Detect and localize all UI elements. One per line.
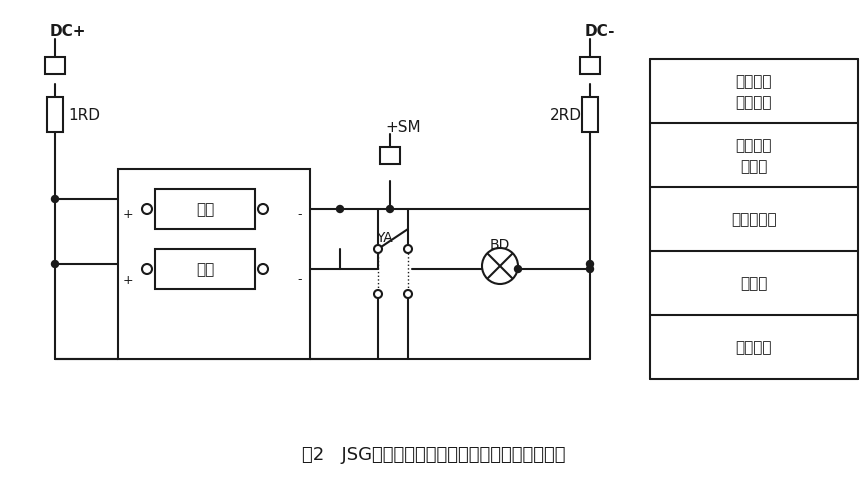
Circle shape <box>374 290 382 298</box>
Text: -: - <box>298 208 302 221</box>
Bar <box>45 58 65 75</box>
Text: +: + <box>122 273 134 286</box>
Circle shape <box>142 264 152 274</box>
Bar <box>118 170 310 359</box>
Bar <box>155 190 255 229</box>
Circle shape <box>337 206 344 213</box>
Text: 1RD: 1RD <box>68 107 100 122</box>
Circle shape <box>587 261 594 268</box>
Text: DC-: DC- <box>585 25 615 39</box>
Text: BD: BD <box>490 238 510 252</box>
Circle shape <box>404 290 412 298</box>
Text: 试验按钮
及信号灯: 试验按钮 及信号灯 <box>736 74 773 110</box>
Circle shape <box>51 261 58 268</box>
Bar <box>582 97 598 132</box>
Bar <box>380 148 400 165</box>
Text: 直流母线: 直流母线 <box>736 340 773 355</box>
Text: YA: YA <box>376 230 392 244</box>
Circle shape <box>587 266 594 273</box>
Circle shape <box>374 245 382 254</box>
Text: 静态闪光
断电器: 静态闪光 断电器 <box>736 138 773 174</box>
Circle shape <box>404 245 412 254</box>
Circle shape <box>258 264 268 274</box>
Bar <box>155 249 255 289</box>
Text: 2RD: 2RD <box>550 107 582 122</box>
Circle shape <box>51 196 58 203</box>
Text: 闪光小母线: 闪光小母线 <box>731 212 777 227</box>
Text: 熔断器: 熔断器 <box>740 276 767 291</box>
Text: DC+: DC+ <box>50 25 87 39</box>
Bar <box>580 58 600 75</box>
Circle shape <box>515 266 522 273</box>
Text: +: + <box>122 208 134 221</box>
Circle shape <box>386 206 393 213</box>
Circle shape <box>482 248 518 285</box>
Circle shape <box>258 205 268 214</box>
Text: +SM: +SM <box>385 120 421 135</box>
Circle shape <box>142 205 152 214</box>
Text: 图2   JSG系列静态闪光继电器应用外部接线参考图: 图2 JSG系列静态闪光继电器应用外部接线参考图 <box>302 445 566 463</box>
Bar <box>47 97 63 132</box>
Text: 电源: 电源 <box>196 262 214 277</box>
Text: 启动: 启动 <box>196 202 214 217</box>
Text: -: - <box>298 273 302 286</box>
